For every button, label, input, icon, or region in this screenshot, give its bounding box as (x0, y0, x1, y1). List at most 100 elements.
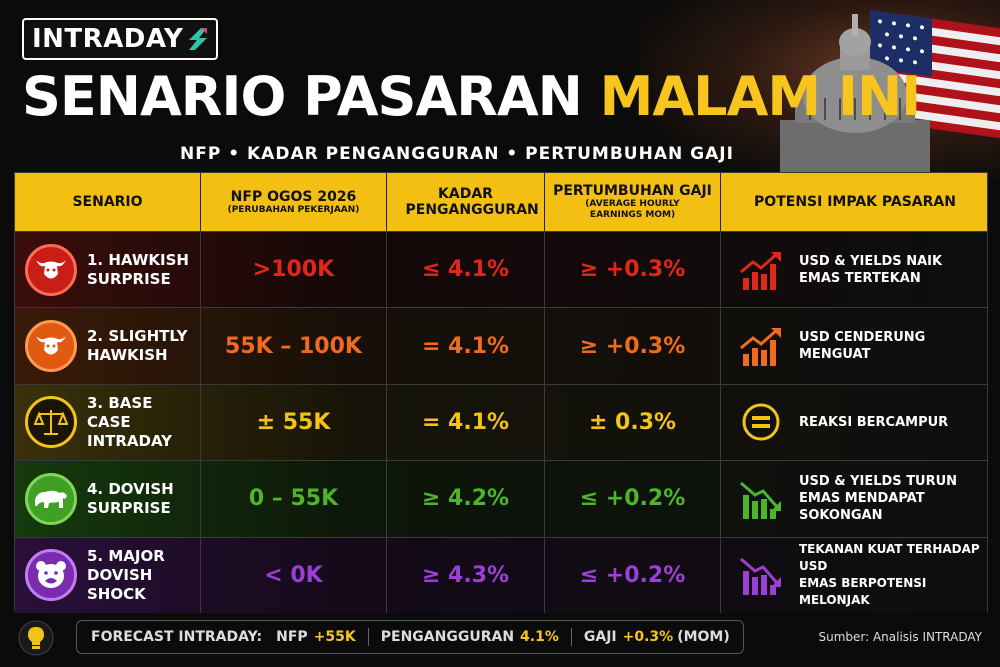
capitol-flag-background (640, 0, 1000, 180)
scenario-line: 5. MAJOR (87, 546, 165, 565)
logo-text: INTRADAY (32, 24, 184, 54)
scenario-line: 2. SLIGHTLY (87, 327, 188, 346)
scenario-cell: 4. DOVISH SURPRISE (15, 461, 201, 537)
intraday-logo: INTRADAY (22, 18, 218, 60)
table-header: SENARIO NFP OGOS 2026 (PERUBAHAN PEKERJA… (15, 173, 987, 231)
impact-text: TEKANAN KUAT TERHADAP USD EMAS BERPOTENS… (799, 541, 989, 609)
impact-line: REAKSI BERCAMPUR (799, 414, 949, 430)
unemployment-value: = 4.1% (387, 384, 545, 461)
wage-value: ≥ +0.3% (545, 232, 721, 308)
scenario-line: DOVISH SHOCK (87, 565, 153, 603)
forecast-wage-unit: (MOM) (677, 629, 730, 645)
impact-text: USD CENDERUNG MENGUAT (799, 329, 925, 363)
impact-text: REAKSI BERCAMPUR (799, 414, 948, 431)
scenario-line: HAWKISH (87, 346, 168, 365)
impact-line: EMAS TERTEKAN (799, 270, 921, 286)
header-scenario: SENARIO (15, 173, 201, 231)
table-row: 1. HAWKISH SURPRISE >100K ≤ 4.1% ≥ +0.3%… (15, 231, 989, 308)
nfp-value: 55K – 100K (201, 308, 387, 384)
impact-text: USD & YIELDS NAIK EMAS TERTEKAN (799, 253, 942, 287)
forecast-label: FORECAST INTRADAY: (91, 629, 263, 645)
impact-line: USD & YIELDS TURUN (799, 474, 958, 490)
scenario-cell: 1. HAWKISH SURPRISE (15, 232, 201, 308)
separator (367, 628, 369, 646)
impact-line: EMAS MENDAPAT (799, 491, 925, 507)
table-row: 2. SLIGHTLY HAWKISH 55K – 100K = 4.1% ≥ … (15, 307, 989, 384)
forecast-box: FORECAST INTRADAY: NFP +55K PENGANGGURAN… (76, 620, 744, 654)
scenario-line: SURPRISE (87, 498, 171, 517)
header-wage: PERTUMBUHAN GAJI (AVERAGE HOURLY EARNING… (545, 173, 721, 231)
wage-value: ≤ +0.2% (545, 461, 721, 537)
chart-down-icon (737, 551, 785, 599)
table-row: 4. DOVISH SURPRISE 0 – 55K ≥ 4.2% ≤ +0.2… (15, 460, 989, 537)
forecast-nfp-label: NFP (276, 629, 308, 645)
unemployment-value: ≤ 4.1% (387, 232, 545, 308)
table-row: 3. BASE CASE INTRADAY ± 55K = 4.1% ± 0.3… (15, 383, 989, 461)
bear-icon (25, 472, 77, 525)
forecast-unemployment-value: 4.1% (520, 629, 559, 645)
impact-line: EMAS BERPOTENSI MELONJAK (799, 576, 927, 608)
title-part2: MALAM INI (599, 65, 922, 128)
nfp-value: ± 55K (201, 384, 387, 461)
nfp-value: < 0K (201, 537, 387, 613)
chart-down-icon (737, 475, 785, 523)
impact-line: USD CENDERUNG (799, 330, 926, 346)
scenario-line: SURPRISE (87, 269, 171, 288)
title-part1: SENARIO PASARAN (22, 65, 583, 128)
scenario-cell: 3. BASE CASE INTRADAY (15, 384, 201, 461)
header-sublabel: (PERUBAHAN PEKERJAAN) (227, 204, 360, 215)
header-label: PERTUMBUHAN GAJI (553, 183, 712, 199)
scenario-label: 3. BASE CASE INTRADAY (87, 394, 200, 451)
scenario-label: 1. HAWKISH SURPRISE (87, 251, 189, 289)
header-unemployment: KADAR PENGANGGURAN (387, 173, 545, 231)
scenario-label: 5. MAJOR DOVISH SHOCK (87, 547, 200, 604)
scenario-cell: 2. SLIGHTLY HAWKISH (15, 308, 201, 384)
impact-cell: TEKANAN KUAT TERHADAP USD EMAS BERPOTENS… (721, 538, 989, 613)
forecast-nfp-value: +55K (313, 629, 356, 645)
scenario-label: 4. DOVISH SURPRISE (87, 480, 174, 518)
wage-value: ± 0.3% (545, 384, 721, 461)
footer: FORECAST INTRADAY: NFP +55K PENGANGGURAN… (18, 618, 988, 658)
impact-line: USD & YIELDS NAIK (799, 253, 943, 269)
scenario-line: 3. BASE CASE (87, 393, 153, 431)
source-note: Sumber: Analisis INTRADAY (818, 630, 982, 644)
bear-face-icon (25, 549, 77, 602)
logo-arrow-icon (189, 28, 208, 50)
unemployment-value: ≥ 4.3% (387, 537, 545, 613)
impact-line: TEKANAN KUAT TERHADAP USD (799, 542, 980, 574)
wage-value: ≥ +0.3% (545, 308, 721, 384)
scales-icon (25, 396, 77, 449)
impact-cell: REAKSI BERCAMPUR (721, 385, 989, 460)
impact-cell: USD & YIELDS TURUN EMAS MENDAPAT SOKONGA… (721, 461, 989, 536)
unemployment-value: ≥ 4.2% (387, 461, 545, 537)
lightbulb-icon (18, 620, 54, 656)
forecast-wage-label: GAJI (583, 629, 617, 645)
bull-icon (25, 243, 77, 296)
header-nfp: NFP OGOS 2026 (PERUBAHAN PEKERJAAN) (201, 173, 387, 231)
impact-line: SOKONGAN (799, 508, 883, 524)
page-subtitle: NFP • KADAR PENGANGGURAN • PERTUMBUHAN G… (180, 144, 734, 164)
header-sublabel: (AVERAGE HOURLY EARNINGS MOM) (585, 199, 680, 220)
scenario-cell: 5. MAJOR DOVISH SHOCK (15, 537, 201, 613)
impact-cell: USD CENDERUNG MENGUAT (721, 308, 989, 383)
header-label: KADAR PENGANGGURAN (405, 186, 539, 218)
header-label: POTENSI IMPAK PASARAN (754, 194, 956, 210)
scenario-table: SENARIO NFP OGOS 2026 (PERUBAHAN PEKERJA… (14, 172, 989, 613)
nfp-value: 0 – 55K (201, 461, 387, 537)
forecast-wage-value: +0.3% (622, 629, 674, 645)
wage-value: ≤ +0.2% (545, 537, 721, 613)
scenario-line: 4. DOVISH (87, 479, 174, 498)
scenario-label: 2. SLIGHTLY HAWKISH (87, 327, 187, 365)
header-impact: POTENSI IMPAK PASARAN (721, 173, 989, 231)
header-label: SENARIO (72, 194, 143, 210)
table-row: 5. MAJOR DOVISH SHOCK < 0K ≥ 4.3% ≤ +0.2… (15, 536, 989, 613)
chart-up-icon (737, 322, 785, 370)
header-label: NFP OGOS 2026 (230, 188, 357, 205)
scenario-line: INTRADAY (87, 431, 173, 450)
impact-cell: USD & YIELDS NAIK EMAS TERTEKAN (721, 232, 989, 307)
unemployment-value: = 4.1% (387, 308, 545, 384)
chart-up-icon (737, 246, 785, 294)
forecast-unemployment-label: PENGANGGURAN (380, 629, 515, 645)
scenario-line: 1. HAWKISH (87, 250, 189, 269)
bull-icon (25, 320, 77, 373)
